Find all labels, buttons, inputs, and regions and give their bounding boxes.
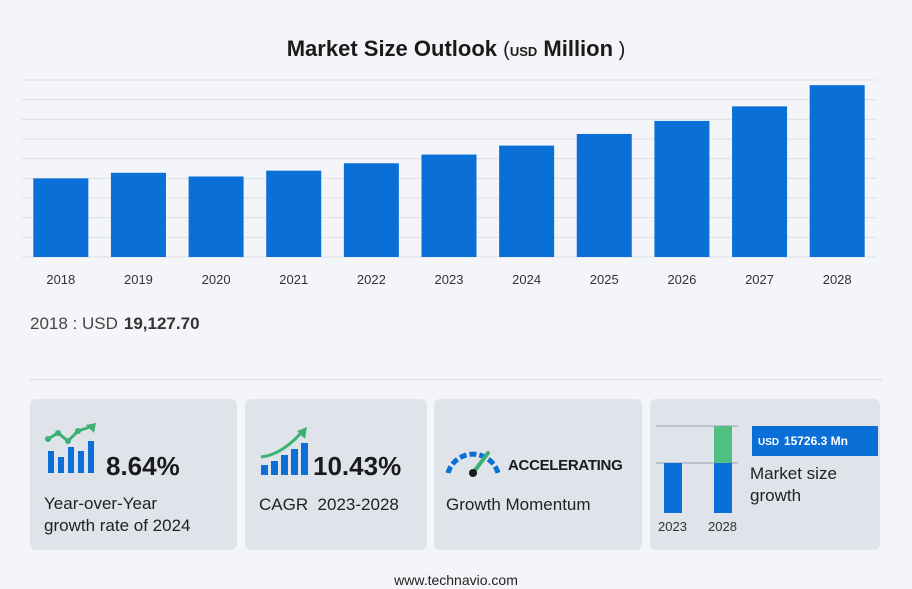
base-year-number: 19,127.70 <box>123 314 200 333</box>
market-growth-label-line1: Market size <box>750 464 837 483</box>
x-tick-label: 2021 <box>279 272 308 287</box>
chart-title-main: Market Size Outlook <box>286 36 498 61</box>
yoy-label-line1: Year-over-Year <box>44 494 158 513</box>
chart-title: Market Size Outlook (USD Million ) <box>286 36 626 61</box>
x-tick-label: 2019 <box>124 272 153 287</box>
x-tick-label: 2022 <box>357 272 386 287</box>
bar-2023 <box>421 154 477 257</box>
x-tick-label: 2025 <box>590 272 619 287</box>
yoy-label-line2: growth rate of 2024 <box>44 516 191 535</box>
x-tick-label: 2024 <box>512 272 541 287</box>
market-growth-label: Market size growth <box>750 463 837 507</box>
bar-2028 <box>809 85 865 258</box>
yoy-value: 8.64% <box>106 451 180 481</box>
cagr-value: 10.43% <box>313 451 402 481</box>
x-tick-label: 2020 <box>202 272 231 287</box>
bar-2026 <box>654 120 710 257</box>
base-year-value: 2018 : USD 19,127.70 <box>30 314 200 334</box>
x-tick-label: 2028 <box>823 272 852 287</box>
x-tick-label: 2023 <box>435 272 464 287</box>
bar-2019 <box>110 172 166 257</box>
base-year-label: 2018 : USD <box>30 314 118 333</box>
market-growth-card: USD 15726.3 Mn Market size growth 2023 2… <box>650 399 880 550</box>
x-tick-label: 2027 <box>745 272 774 287</box>
market-growth-label-line2: growth <box>750 486 802 505</box>
bar-2021 <box>266 170 322 257</box>
mini-bar-chart-icon <box>656 425 738 513</box>
cagr-label: CAGR 2023-2028 <box>259 495 399 514</box>
momentum-label: Growth Momentum <box>446 495 591 514</box>
chart-title-unit-prefix: USD <box>509 44 538 59</box>
x-axis-ticks: 2018 2019 2020 2021 2022 2023 2024 2025 2026 2027… <box>46 272 851 287</box>
momentum-value: ACCELERATING <box>508 457 623 474</box>
mini-year-start: 2023 <box>658 519 687 534</box>
divider <box>30 379 882 380</box>
cagr-card: 10.43% CAGR 2023-2028 <box>245 399 427 550</box>
bar-2022 <box>343 163 399 257</box>
market-growth-value-badge: USD 15726.3 Mn <box>752 426 878 456</box>
x-tick-label: 2018 <box>46 272 75 287</box>
momentum-card: ACCELERATING Growth Momentum <box>434 399 642 550</box>
footer-url[interactable]: www.technavio.com <box>394 572 518 588</box>
bar-chart: 2018 2019 2020 2021 2022 2023 2024 2025 2026 2027… <box>22 79 876 287</box>
bar-2025 <box>576 133 632 257</box>
x-tick-label: 2026 <box>667 272 696 287</box>
speedometer-icon <box>445 451 501 477</box>
bar-2024 <box>499 145 555 257</box>
yoy-card: 8.64% Year-over-Year growth rate of 2024 <box>30 399 237 550</box>
growth-bars-icon <box>45 423 96 473</box>
market-growth-value: 15726.3 Mn <box>783 434 848 448</box>
bar-2020 <box>188 176 244 257</box>
rising-bars-icon <box>260 427 308 475</box>
chart-title-unit: Million <box>543 36 614 61</box>
market-growth-usd-prefix: USD <box>758 437 780 448</box>
bar-2018 <box>33 178 89 257</box>
mini-year-end: 2028 <box>708 519 737 534</box>
chart-bars <box>33 85 865 258</box>
bar-2027 <box>732 106 788 257</box>
